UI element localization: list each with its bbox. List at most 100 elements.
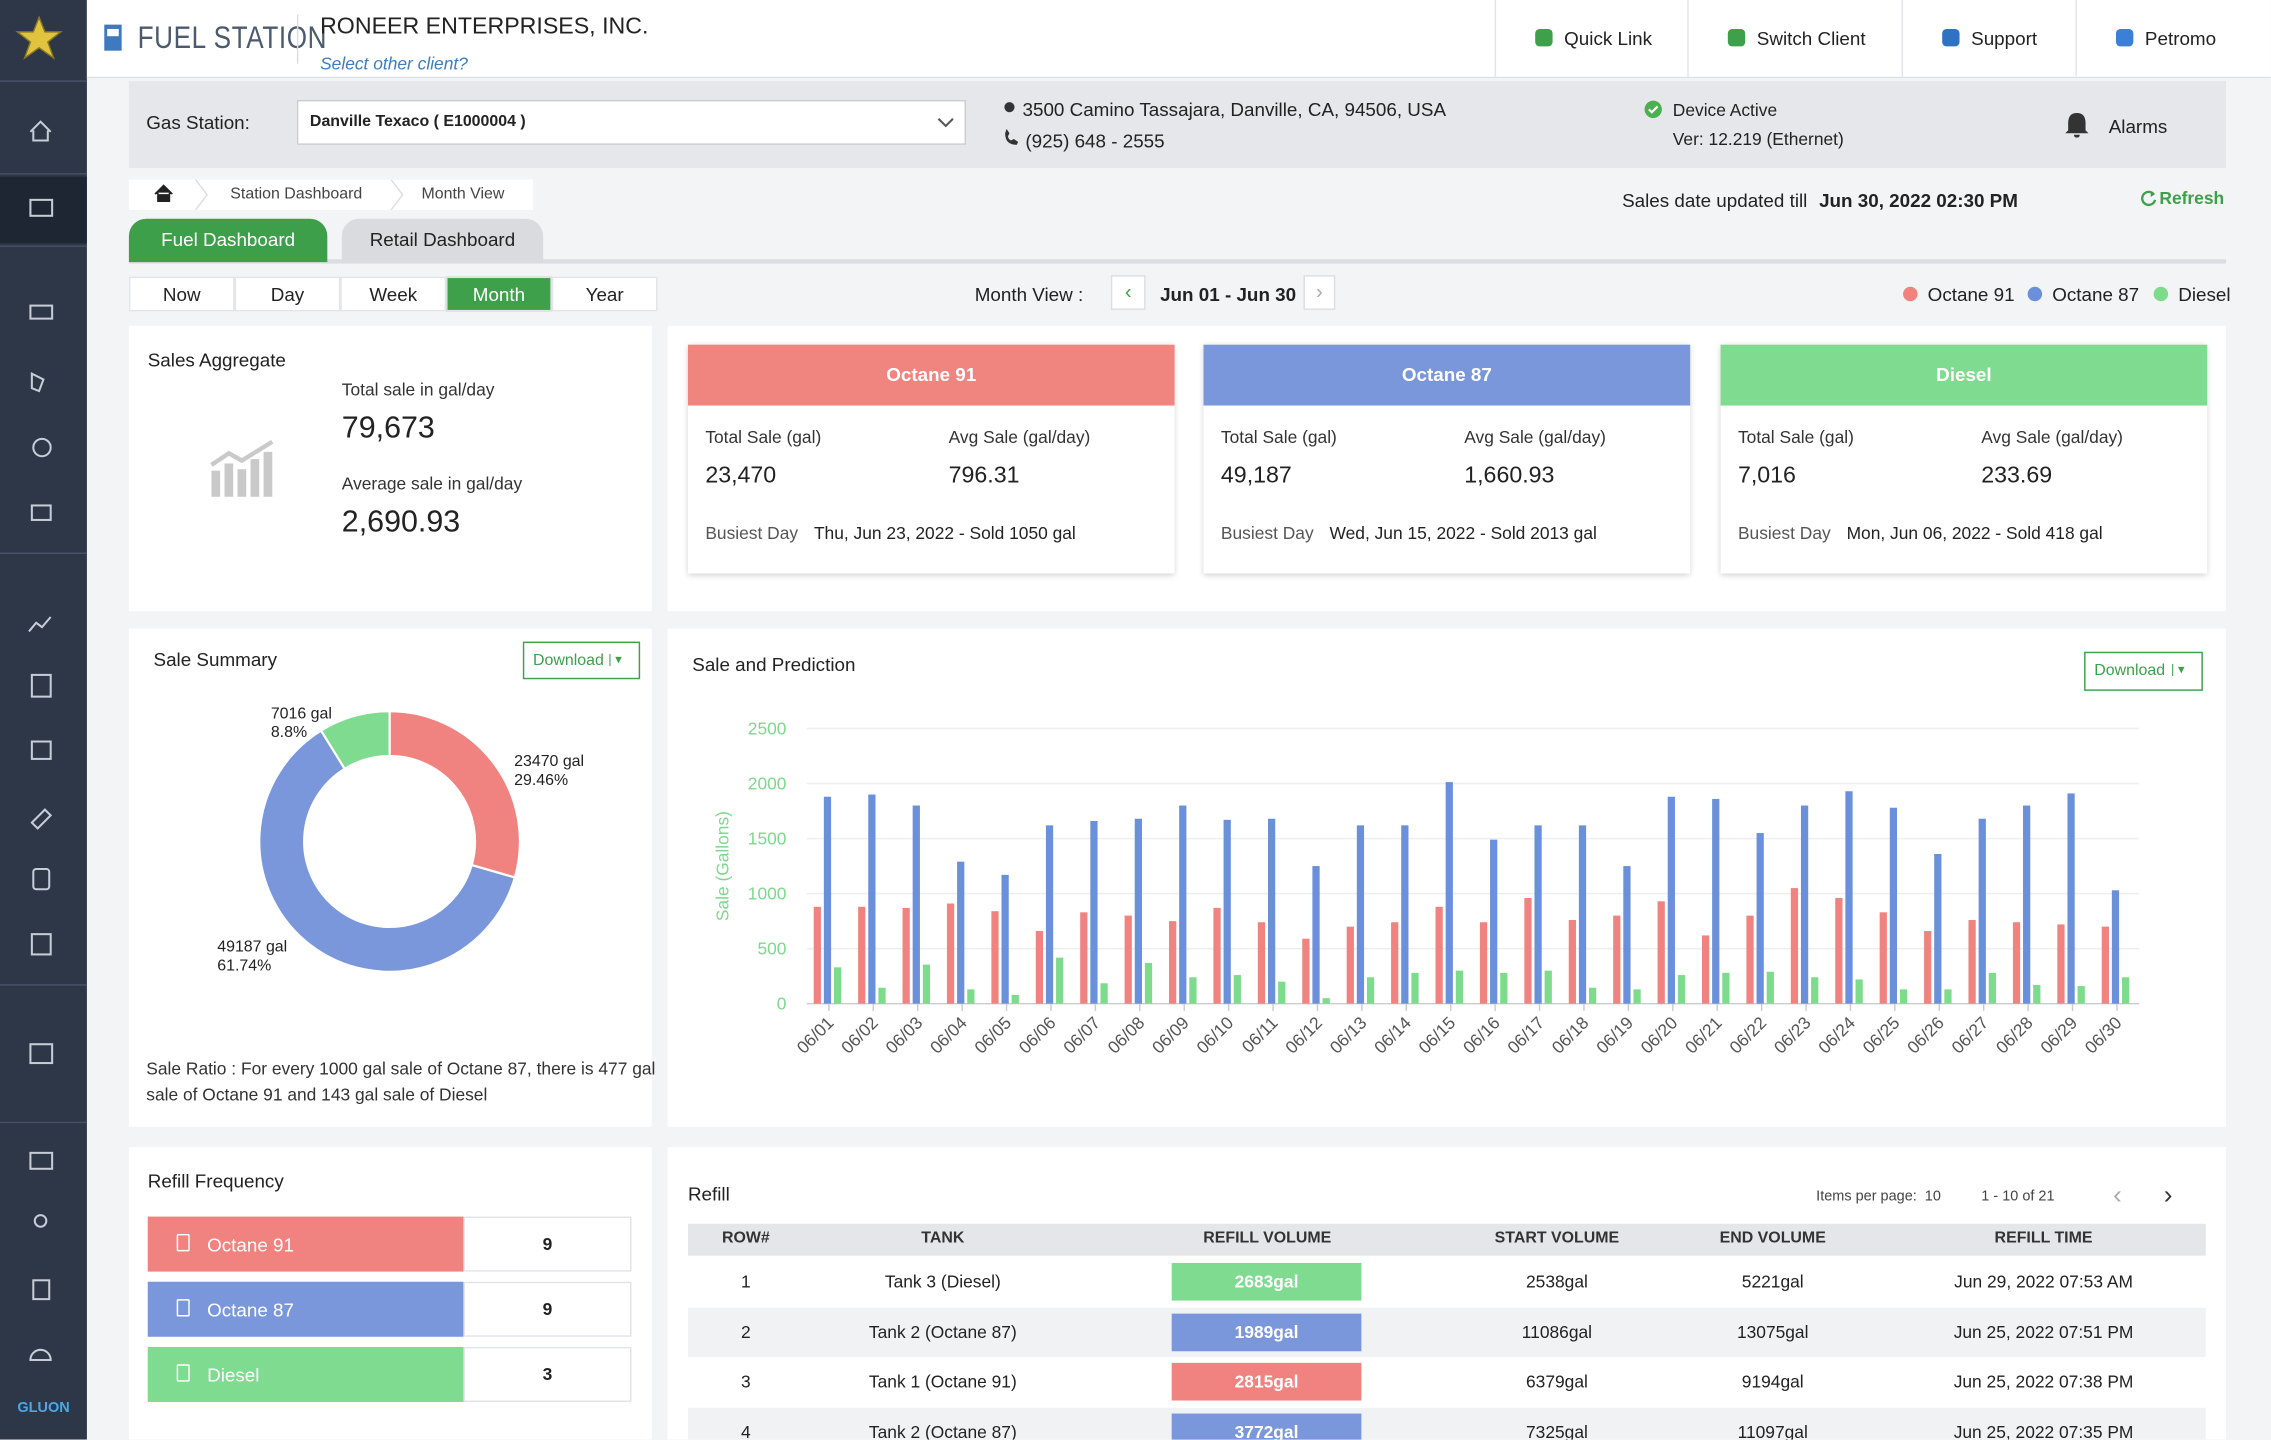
- bar: [1524, 898, 1531, 1004]
- card-value: 1,660.93: [1464, 463, 1554, 489]
- bar: [1678, 975, 1685, 1004]
- bar: [1989, 973, 1996, 1004]
- x-tick-label: 06/17: [1503, 1013, 1548, 1058]
- data-label: 7016 gal: [271, 705, 332, 722]
- avg-value: 2,690.93: [342, 505, 460, 540]
- bar: [1145, 963, 1152, 1004]
- x-tick-label: 06/10: [1192, 1013, 1237, 1058]
- bar: [1456, 971, 1463, 1004]
- bar: [1890, 808, 1897, 1004]
- bar: [1357, 825, 1364, 1003]
- nav-label: Quick Link: [1564, 28, 1652, 50]
- bar: [2122, 977, 2129, 1003]
- bar: [814, 907, 821, 1004]
- avg-label: Average sale in gal/day: [342, 474, 522, 494]
- bar: [1658, 901, 1665, 1003]
- nav-label: Support: [1971, 28, 2037, 50]
- bar: [903, 908, 910, 1004]
- period-button[interactable]: Year: [552, 277, 658, 312]
- bar: [1712, 799, 1719, 1004]
- pump-icon: [177, 1234, 190, 1251]
- y-tick-label: 1000: [748, 883, 787, 903]
- bar: [1080, 912, 1087, 1003]
- legend-label: Octane 91: [1928, 284, 2015, 306]
- sales-updated-date: Jun 30, 2022 02:30 PM: [1819, 190, 2018, 212]
- x-tick-label: 06/24: [1814, 1012, 1859, 1057]
- next-month[interactable]: ›: [1303, 275, 1335, 310]
- period-button[interactable]: Week: [340, 277, 446, 312]
- nav-icon: [1535, 29, 1552, 46]
- next-page[interactable]: ›: [2164, 1180, 2173, 1210]
- panel-title: Refill: [688, 1183, 730, 1205]
- device-version: Ver: 12.219 (Ethernet): [1673, 129, 1844, 149]
- breadcrumb-item[interactable]: Station Dashboard: [230, 185, 362, 202]
- station-label: Gas Station:: [146, 112, 250, 134]
- x-tick-label: 06/13: [1326, 1013, 1371, 1058]
- y-axis-title: Sale (Gallons): [712, 811, 732, 921]
- bar: [1757, 833, 1764, 1004]
- dropdown-caret: [936, 116, 956, 130]
- dividers: [0, 174, 87, 1123]
- logo-icon: [17, 17, 60, 58]
- bar: [1613, 916, 1620, 1004]
- period-button[interactable]: Now: [129, 277, 235, 312]
- x-tick-label: 06/08: [1104, 1013, 1149, 1058]
- items-per-page[interactable]: 10: [1925, 1189, 1941, 1205]
- column-header: REFILL TIME: [1899, 1230, 2189, 1247]
- nav-icons[interactable]: [29, 122, 52, 1360]
- percent-label: 29.46%: [514, 772, 568, 789]
- active-item: [0, 177, 87, 244]
- tab[interactable]: Retail Dashboard: [342, 219, 543, 262]
- chart-title: Sale and Prediction: [692, 654, 855, 675]
- x-tick-label: 06/06: [1015, 1013, 1060, 1058]
- bar: [2067, 793, 2074, 1003]
- select-client[interactable]: Select other client?: [320, 54, 468, 74]
- bar: [1135, 819, 1142, 1004]
- bar: [834, 967, 841, 1003]
- bar: [1811, 977, 1818, 1003]
- bar: [1668, 797, 1675, 1004]
- contact-icons: [1004, 98, 1018, 147]
- table-cell: Tank 2 (Octane 87): [798, 1322, 1088, 1342]
- x-tick-label: 06/22: [1725, 1013, 1770, 1058]
- bar: [2112, 890, 2119, 1003]
- card-value: 7,016: [1738, 463, 1796, 489]
- phone: (925) 648 - 2555: [1025, 130, 1164, 152]
- bar: [1856, 979, 1863, 1003]
- period-button[interactable]: Month: [446, 277, 552, 312]
- sidebar-icons: [0, 0, 87, 1440]
- bar: [1169, 921, 1176, 1004]
- divider: [297, 14, 298, 63]
- bar: [1046, 825, 1053, 1003]
- legend-dot: [1903, 287, 1917, 301]
- period-button[interactable]: Day: [235, 277, 341, 312]
- bar: [2078, 986, 2085, 1004]
- bar: [957, 862, 964, 1004]
- refill-volume-badge: 1989gal: [1172, 1313, 1362, 1351]
- page-range: 1 - 10 of 21: [1981, 1189, 2054, 1205]
- legend-label: Octane 87: [2052, 284, 2139, 306]
- logo-text: FUEL STATION: [138, 19, 328, 57]
- refresh[interactable]: Refresh: [2159, 188, 2224, 208]
- legend-dot: [2028, 287, 2042, 301]
- x-tick-label: 06/16: [1459, 1013, 1504, 1058]
- home-icon[interactable]: [154, 184, 174, 203]
- busiest-day: Mon, Jun 06, 2022 - Sold 418 gal: [1847, 523, 2103, 543]
- bar: [1436, 907, 1443, 1004]
- bar: [1036, 931, 1043, 1004]
- frequency-name: Octane 87: [207, 1299, 294, 1321]
- prev-month[interactable]: ‹: [1111, 275, 1146, 310]
- alarms[interactable]: Alarms: [2109, 116, 2168, 138]
- items-per-page-label: Items per page:: [1816, 1189, 1917, 1205]
- card-label: Busiest Day: [705, 523, 798, 543]
- tab-active[interactable]: Fuel Dashboard: [129, 219, 327, 262]
- total-value: 79,673: [342, 411, 435, 446]
- bar: [1302, 939, 1309, 1004]
- prev-page[interactable]: ‹: [2113, 1180, 2122, 1210]
- donut-segment: [390, 711, 520, 877]
- brand: GLUON: [17, 1401, 69, 1417]
- bar: [1312, 866, 1319, 1004]
- x-tick-label: 06/30: [2081, 1013, 2126, 1058]
- bar: [947, 904, 954, 1004]
